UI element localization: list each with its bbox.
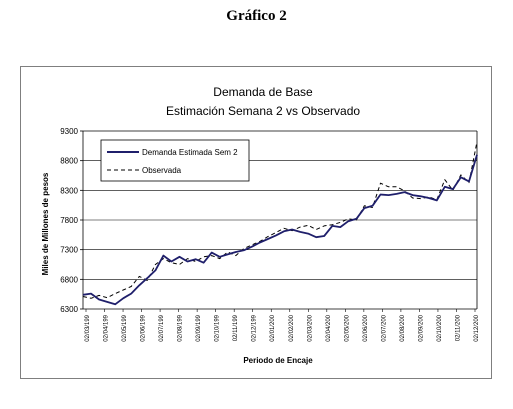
x-tick-label: 02/03/199 [85,314,91,341]
x-tick-label: 02/07/200 [381,314,387,341]
x-tick-label: 02/08/200 [400,314,406,341]
series-line-estimada [82,154,478,306]
x-axis: 02/03/199 02/04/199 02/05/199 02/06/199 02/0… [85,309,480,342]
x-tick-label: 02/05/199 [122,314,128,341]
y-axis-label: Miles de Millones de pesos [41,172,50,275]
legend-label-estimada: Demanda Estimada Sem 2 [142,148,238,157]
series-line-observada [82,141,478,299]
x-tick-label: 02/12/200 [474,314,480,341]
y-tick-label: 8300 [60,186,78,195]
page-heading: Gráfico 2 [226,8,287,24]
x-tick-label: 02/11/200 [455,314,461,341]
chart-subtitle: Estimación Semana 2 vs Observado [166,104,360,118]
y-tick-label: 8800 [60,157,78,166]
x-tick-label: 02/06/199 [141,314,147,341]
legend-label-observada: Observada [142,166,182,175]
y-tick-label: 7800 [60,216,78,225]
x-tick-label: 02/10/200 [437,314,443,341]
x-tick-label: 02/03/200 [307,314,313,341]
x-tick-label: 02/07/199 [159,314,165,341]
x-tick-label: 02/04/200 [326,314,332,341]
y-tick-label: 6300 [60,305,78,314]
y-tick-label: 9300 [60,127,78,136]
chart: Demanda de Base Estimación Semana 2 vs O… [41,85,480,365]
x-tick-label: 02/05/200 [344,314,350,341]
chart-frame: Demanda de Base Estimación Semana 2 vs O… [20,66,492,379]
x-tick-label: 02/02/200 [289,314,295,341]
x-tick-label: 02/09/199 [196,314,202,341]
x-tick-label: 02/10/199 [215,314,221,341]
x-tick-label: 02/01/200 [270,314,276,341]
legend: Demanda Estimada Sem 2 Observada [100,139,250,182]
x-axis-label: Periodo de Encaje [243,356,313,365]
x-tick-label: 02/09/200 [418,314,424,341]
x-tick-label: 02/12/199 [252,314,258,341]
x-tick-label: 02/08/199 [178,314,184,341]
series-lines [82,141,478,306]
x-tick-label: 02/06/200 [363,314,369,341]
x-tick-label: 02/11/199 [233,314,239,341]
x-tick-label: 02/04/199 [104,314,110,341]
y-axis: 6300 6800 7300 7800 8300 8800 9300 [60,127,83,314]
legend-box [100,139,250,182]
chart-title: Demanda de Base [213,85,313,99]
y-tick-label: 7300 [60,246,78,255]
y-tick-label: 6800 [60,275,78,284]
